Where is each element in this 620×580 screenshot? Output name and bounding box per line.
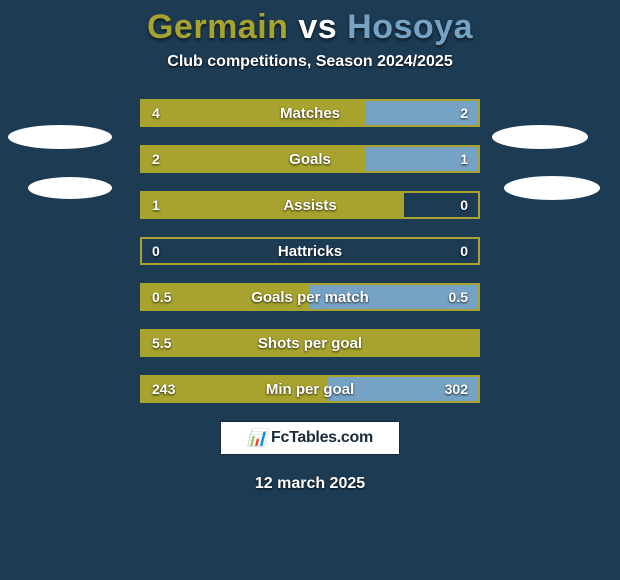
stat-bar-right (366, 101, 478, 125)
footer-logo: 📊 FcTables.com (220, 421, 400, 455)
stat-bar-right (310, 285, 478, 309)
title-player1: Germain (147, 8, 288, 46)
stat-row: Goals21 (140, 145, 480, 173)
stat-bar-left (142, 377, 327, 401)
title-player2: Hosoya (347, 8, 473, 46)
stat-row: Hattricks00 (140, 237, 480, 265)
date-label: 12 march 2025 (0, 475, 620, 493)
stat-bar-right (327, 377, 478, 401)
decorative-ellipse (8, 125, 112, 149)
stat-row: Shots per goal5.5 (140, 329, 480, 357)
stat-bar-left (142, 101, 366, 125)
chart-icon: 📊 (247, 428, 267, 448)
stat-row: Goals per match0.50.5 (140, 283, 480, 311)
stat-row: Min per goal243302 (140, 375, 480, 403)
stat-bar-left (142, 285, 310, 309)
stat-bar-left (142, 331, 478, 355)
stat-row: Matches42 (140, 99, 480, 127)
title-vs: vs (298, 8, 337, 46)
subtitle: Club competitions, Season 2024/2025 (0, 53, 620, 71)
stat-row: Assists10 (140, 191, 480, 219)
decorative-ellipse (504, 176, 600, 200)
decorative-ellipse (28, 177, 112, 199)
comparison-infographic: Germain vs Hosoya Club competitions, Sea… (0, 0, 620, 580)
stat-bar-left (142, 147, 366, 171)
page-title: Germain vs Hosoya (0, 8, 620, 47)
stat-bar-left (142, 193, 404, 217)
footer-text: FcTables.com (271, 429, 373, 447)
decorative-ellipse (492, 125, 588, 149)
stat-bar-right (366, 147, 478, 171)
